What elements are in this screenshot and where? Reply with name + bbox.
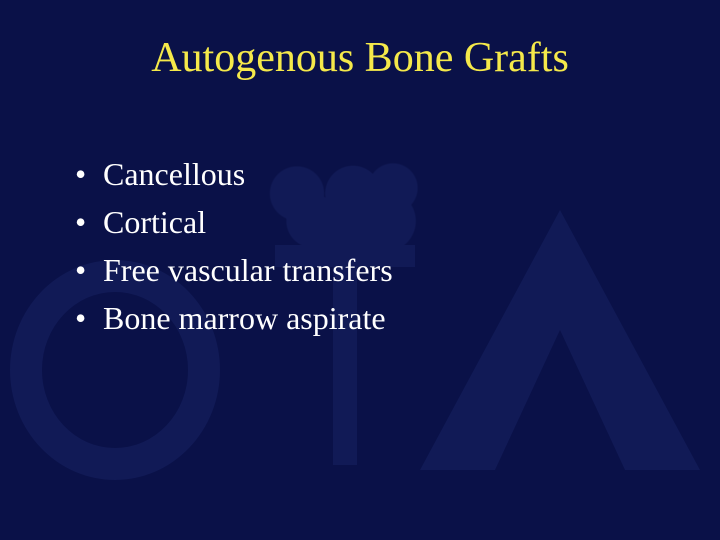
bullet-icon: •	[75, 150, 103, 198]
bullet-icon: •	[75, 198, 103, 246]
bullet-icon: •	[75, 294, 103, 342]
list-item: • Free vascular transfers	[75, 246, 393, 294]
list-item: • Cancellous	[75, 150, 393, 198]
list-item-text: Cancellous	[103, 150, 245, 198]
list-item: • Bone marrow aspirate	[75, 294, 393, 342]
bullet-icon: •	[75, 246, 103, 294]
slide: Autogenous Bone Grafts • Cancellous • Co…	[0, 0, 720, 540]
list-item: • Cortical	[75, 198, 393, 246]
list-item-text: Free vascular transfers	[103, 246, 393, 294]
list-item-text: Bone marrow aspirate	[103, 294, 386, 342]
slide-body: • Cancellous • Cortical • Free vascular …	[75, 150, 393, 342]
list-item-text: Cortical	[103, 198, 206, 246]
slide-title: Autogenous Bone Grafts	[0, 34, 720, 82]
bullet-list: • Cancellous • Cortical • Free vascular …	[75, 150, 393, 342]
watermark-letter-a-inner	[495, 330, 625, 470]
